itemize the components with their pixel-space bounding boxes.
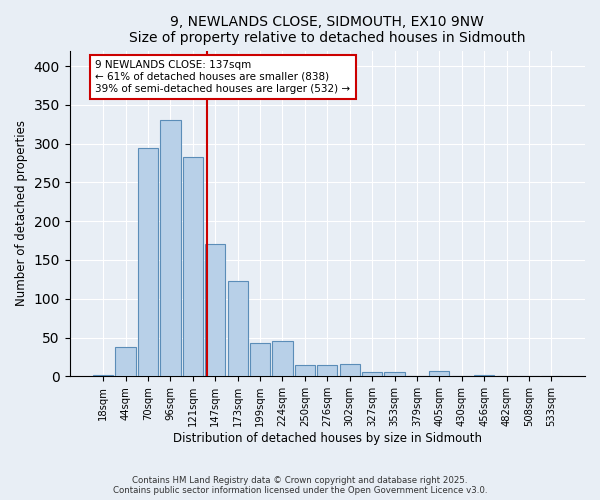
Bar xyxy=(317,364,337,376)
Bar xyxy=(183,157,203,376)
Bar xyxy=(272,340,293,376)
Bar xyxy=(340,364,360,376)
X-axis label: Distribution of detached houses by size in Sidmouth: Distribution of detached houses by size … xyxy=(173,432,482,445)
Bar xyxy=(362,372,382,376)
Bar xyxy=(115,347,136,376)
Bar xyxy=(430,371,449,376)
Bar xyxy=(295,364,315,376)
Bar xyxy=(385,372,404,376)
Title: 9, NEWLANDS CLOSE, SIDMOUTH, EX10 9NW
Size of property relative to detached hous: 9, NEWLANDS CLOSE, SIDMOUTH, EX10 9NW Si… xyxy=(129,15,526,45)
Bar xyxy=(138,148,158,376)
Bar xyxy=(250,343,270,376)
Bar xyxy=(474,375,494,376)
Text: Contains HM Land Registry data © Crown copyright and database right 2025.
Contai: Contains HM Land Registry data © Crown c… xyxy=(113,476,487,495)
Bar xyxy=(93,375,113,376)
Bar xyxy=(227,281,248,376)
Y-axis label: Number of detached properties: Number of detached properties xyxy=(15,120,28,306)
Bar xyxy=(160,120,181,376)
Bar xyxy=(205,244,226,376)
Text: 9 NEWLANDS CLOSE: 137sqm
← 61% of detached houses are smaller (838)
39% of semi-: 9 NEWLANDS CLOSE: 137sqm ← 61% of detach… xyxy=(95,60,350,94)
